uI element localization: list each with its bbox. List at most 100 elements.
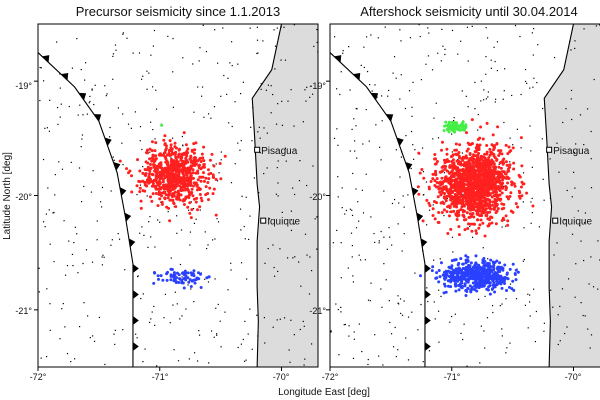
background-event — [57, 123, 59, 125]
event-dot — [166, 169, 170, 173]
panel-2-x-tick: -71° — [444, 372, 461, 382]
event-dot — [471, 211, 475, 215]
event-dot — [483, 209, 487, 213]
event-dot — [175, 271, 179, 275]
background-event — [365, 108, 367, 111]
background-event — [427, 27, 429, 29]
background-event — [520, 147, 522, 149]
event-dot — [185, 195, 189, 199]
background-event — [104, 363, 106, 366]
event-dot — [508, 163, 512, 167]
background-event — [44, 225, 46, 228]
background-event — [256, 314, 258, 316]
background-event — [135, 333, 137, 335]
background-event — [228, 122, 230, 124]
background-event — [532, 54, 534, 56]
background-event — [214, 238, 216, 240]
event-dot — [488, 292, 492, 296]
event-dot — [447, 214, 451, 218]
background-event — [414, 272, 416, 274]
background-event — [529, 294, 531, 296]
background-event — [114, 329, 116, 331]
background-event — [451, 151, 453, 153]
event-dot — [454, 289, 458, 293]
background-event — [299, 328, 301, 331]
event-dot — [172, 194, 176, 198]
background-event — [290, 89, 292, 91]
background-event — [244, 320, 246, 322]
background-event — [527, 327, 529, 329]
event-dot — [197, 163, 201, 167]
event-dot — [475, 192, 479, 196]
event-dot — [192, 181, 196, 185]
background-event — [210, 330, 213, 332]
event-dot — [184, 143, 188, 147]
event-dot — [465, 272, 469, 276]
event-dot — [448, 123, 452, 127]
event-dot — [190, 149, 194, 153]
event-dot — [431, 207, 435, 211]
event-dot — [489, 173, 493, 177]
background-event — [248, 238, 250, 241]
event-dot — [466, 265, 470, 269]
background-event — [264, 342, 266, 344]
background-event — [477, 129, 479, 131]
event-dot — [141, 179, 145, 183]
background-event — [526, 82, 528, 84]
event-dot — [206, 168, 210, 172]
background-event — [340, 71, 342, 73]
background-event — [144, 348, 146, 350]
event-dot — [182, 202, 186, 206]
event-dot — [481, 204, 485, 208]
event-dot — [169, 143, 173, 147]
background-event — [256, 26, 258, 28]
event-dot — [479, 267, 483, 271]
event-dot — [483, 234, 487, 238]
trench-tooth — [124, 212, 132, 222]
background-event — [215, 307, 217, 309]
background-event — [234, 101, 236, 103]
event-dot — [195, 159, 199, 163]
event-dot — [504, 188, 508, 192]
event-dot — [186, 276, 190, 280]
event-dot — [454, 203, 458, 207]
trench-tooth — [370, 92, 379, 101]
background-event — [451, 236, 454, 238]
background-event — [530, 222, 532, 224]
background-event — [302, 121, 304, 123]
background-event — [573, 171, 575, 173]
event-dot — [177, 153, 181, 157]
background-event — [206, 247, 208, 250]
event-dot — [457, 288, 461, 292]
background-event — [490, 67, 492, 69]
background-event — [68, 105, 70, 108]
event-dot — [481, 137, 485, 141]
event-dot — [471, 181, 475, 185]
event-dot — [449, 285, 453, 289]
event-dot — [170, 149, 174, 153]
event-dot — [483, 268, 487, 272]
event-dot — [137, 179, 141, 183]
background-event — [387, 95, 389, 97]
background-event — [74, 226, 76, 228]
background-event — [172, 106, 174, 108]
background-event — [148, 221, 150, 223]
background-event — [411, 106, 413, 108]
event-dot — [193, 163, 197, 167]
background-event — [114, 44, 117, 46]
background-event — [535, 310, 537, 313]
green-cluster-events — [160, 123, 164, 127]
event-dot — [508, 165, 512, 169]
event-dot — [454, 284, 458, 288]
event-dot — [464, 131, 468, 135]
background-event — [486, 317, 489, 319]
background-event — [122, 329, 124, 331]
panel-2-frame — [329, 23, 600, 368]
event-dot — [473, 222, 477, 226]
background-event — [176, 303, 178, 305]
event-dot — [453, 125, 457, 129]
event-dot — [183, 188, 187, 192]
event-dot — [466, 160, 470, 164]
background-event — [401, 250, 403, 252]
event-dot — [499, 149, 503, 153]
